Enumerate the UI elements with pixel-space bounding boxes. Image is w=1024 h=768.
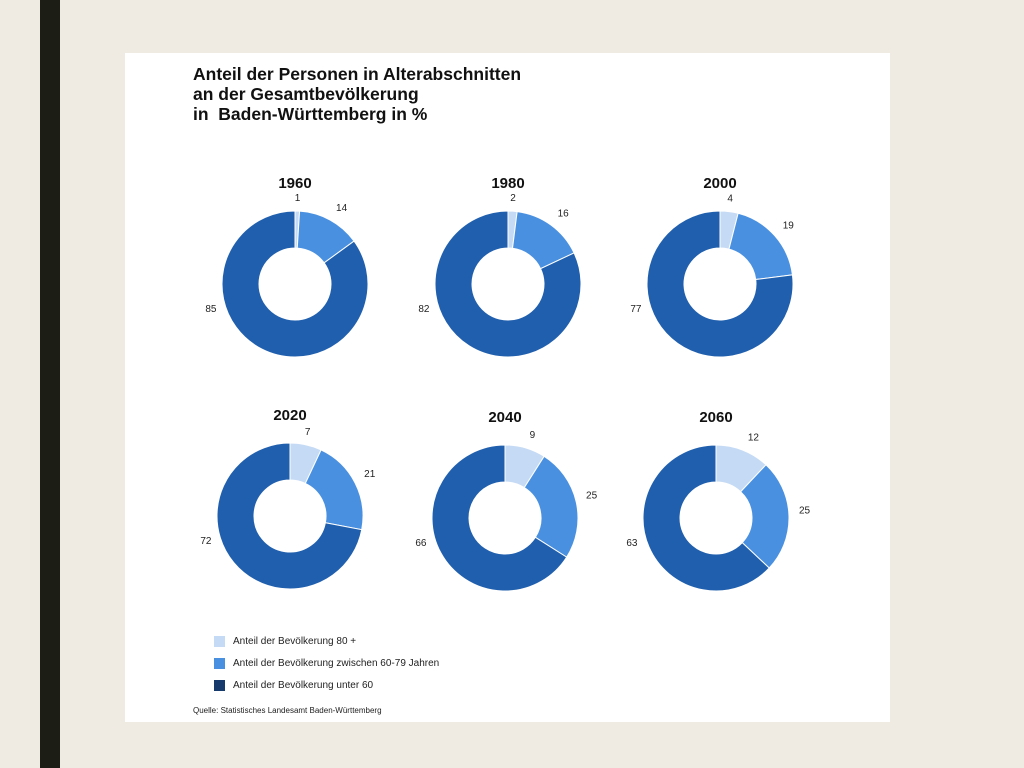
donut-value-label-80-plus: 9 [530, 430, 536, 441]
donut-slice-60-79 [739, 464, 790, 569]
legend-swatch-80-plus [214, 635, 225, 647]
legend-label-under-60: Anteil der Bevölkerung unter 60 [233, 679, 374, 691]
donut-value-label-60-79: 21 [364, 469, 376, 480]
chart-year-label: 1960 [278, 175, 311, 192]
donut-value-label-under-60: 77 [630, 304, 642, 315]
donut-slice-under-60 [216, 442, 363, 590]
donut-value-label-under-60: 82 [418, 304, 430, 315]
donut-slice-60-79 [523, 455, 579, 558]
donut-value-label-60-79: 14 [336, 203, 348, 214]
donut-slice-under-60 [221, 210, 369, 358]
chart-year-label: 2020 [273, 407, 306, 424]
donut-chart-2040: 2040 9 25 66 [415, 409, 598, 592]
donut-slice-under-60 [646, 210, 794, 358]
chart-year-label: 2040 [488, 409, 521, 426]
chart-title: Anteil der Personen in Alterabschnitten … [193, 64, 521, 124]
chart-title-line-3: in Baden-Württemberg in % [193, 104, 428, 124]
donut-slice-under-60 [431, 444, 568, 592]
donut-slice-under-60 [642, 444, 770, 592]
chart-title-line-1: Anteil der Personen in Alterabschnitten [193, 64, 522, 84]
legend-label-80-plus: Anteil der Bevölkerung 80 + [233, 635, 357, 647]
donut-value-label-60-79: 19 [783, 220, 795, 231]
chart-year-label: 1980 [491, 175, 524, 192]
donut-value-label-60-79: 25 [586, 490, 598, 501]
donut-chart-2020: 2020 7 21 72 [200, 407, 376, 590]
donut-value-label-80-plus: 4 [727, 194, 733, 205]
legend-item-60-79: Anteil der Bevölkerung zwischen 60-79 Ja… [214, 652, 439, 674]
legend: Anteil der Bevölkerung 80 + Anteil der B… [214, 630, 439, 696]
legend-label-60-79: Anteil der Bevölkerung zwischen 60-79 Ja… [233, 657, 440, 669]
decorative-side-bar [40, 0, 60, 768]
donut-value-label-under-60: 63 [626, 538, 638, 549]
donut-value-label-under-60: 85 [205, 304, 217, 315]
donut-value-label-80-plus: 12 [748, 433, 760, 444]
donut-chart-2000: 2000 4 19 77 [630, 175, 795, 358]
donut-chart-2060: 2060 12 25 63 [626, 409, 811, 592]
donut-value-label-under-60: 66 [415, 538, 427, 549]
donut-value-label-80-plus: 2 [510, 193, 516, 204]
donut-value-label-60-79: 16 [558, 208, 570, 219]
donut-value-label-80-plus: 1 [295, 193, 301, 204]
legend-swatch-60-79 [214, 657, 225, 669]
donut-slice-under-60 [434, 210, 582, 358]
donut-value-label-under-60: 72 [200, 536, 212, 547]
source-note: Quelle: Statistisches Landesamt Baden-Wü… [193, 706, 382, 715]
chart-year-label: 2000 [703, 175, 736, 192]
donut-value-label-60-79: 25 [799, 505, 811, 516]
legend-swatch-under-60 [214, 679, 225, 691]
legend-item-under-60: Anteil der Bevölkerung unter 60 [214, 674, 439, 696]
chart-title-line-2: an der Gesamtbevölkerung [193, 84, 419, 104]
donut-value-label-80-plus: 7 [305, 427, 311, 438]
chart-year-label: 2060 [699, 409, 732, 426]
chart-panel [125, 53, 890, 722]
legend-item-80-plus: Anteil der Bevölkerung 80 + [214, 630, 439, 652]
